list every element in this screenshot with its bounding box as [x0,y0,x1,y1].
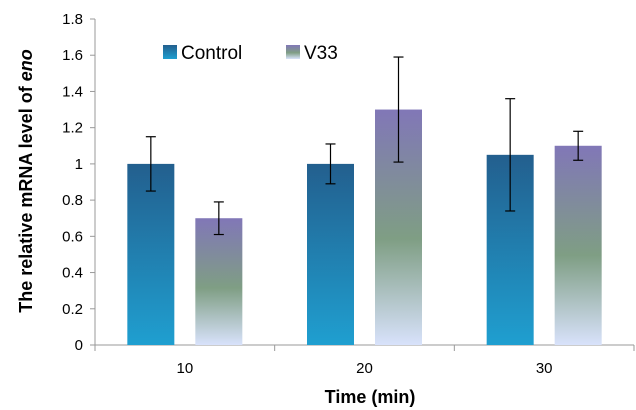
y-tick-label: 0.2 [62,301,83,318]
x-axis: 10 20 30 [94,344,635,377]
y-axis-title-main: The relative mRNA level of [16,81,36,312]
bar-v33-30 [554,145,602,345]
y-tick-label: 1.2 [62,120,83,137]
legend-swatch-v33 [286,45,300,59]
y-tick-label: 1 [75,156,83,173]
bar-v33-10 [195,218,243,345]
y-tick-label: 0.8 [62,192,83,209]
y-tick-label: 1.4 [62,83,83,100]
x-tick-label: 10 [176,360,193,377]
x-tick-label: 20 [356,360,373,377]
bars [127,109,602,345]
legend-swatch-control [163,45,177,59]
bar-control-20 [307,163,354,345]
y-tick-label: 1.6 [62,47,83,64]
legend-label-control: Control [181,43,242,64]
y-tick-label: 0.6 [62,228,83,245]
y-tick-label: 0.4 [62,265,83,282]
y-axis-title: The relative mRNA level of eno [16,49,36,312]
legend: Control V33 [163,43,338,64]
y-tick-label: 1.8 [62,11,83,28]
y-axis-title-italic: eno [16,49,36,81]
bar-control-10 [127,163,175,345]
x-tick-label: 30 [536,360,553,377]
error-bars [145,56,584,236]
legend-label-v33: V33 [304,43,338,64]
y-axis: 0 0.2 0.4 0.6 0.8 1 1.2 1.4 1.6 1.8 [62,11,96,354]
y-tick-label: 0 [75,337,83,354]
x-axis-title: Time (min) [325,387,416,407]
